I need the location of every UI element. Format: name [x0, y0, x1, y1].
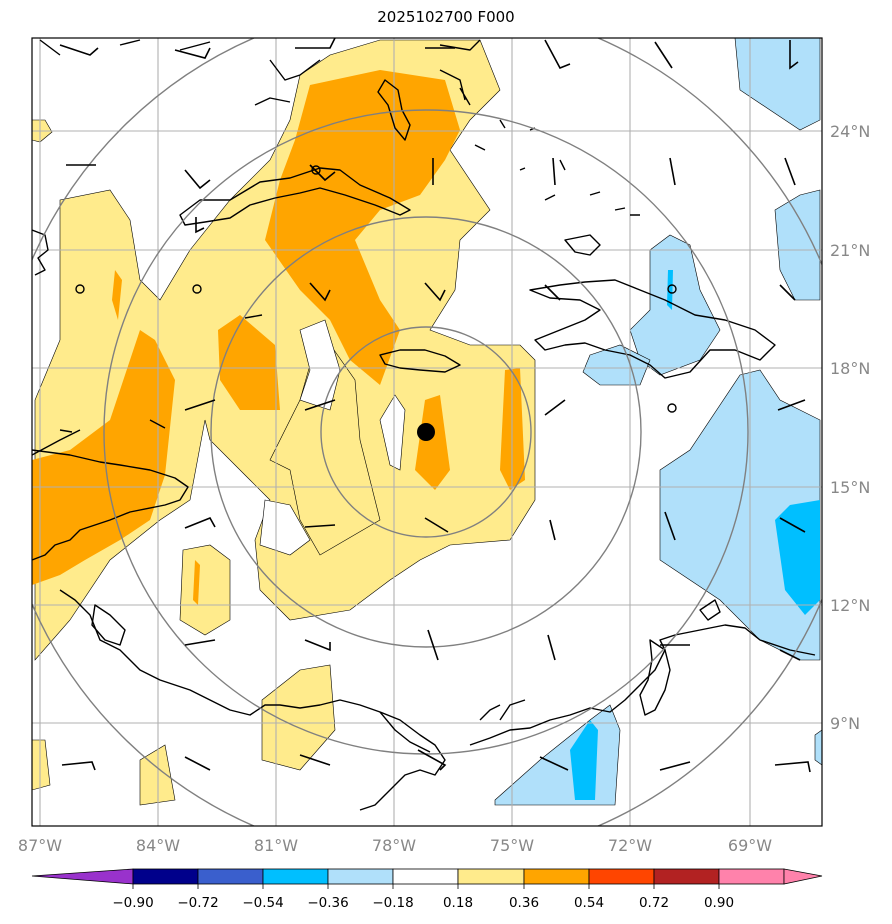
colorbar-bin — [718, 868, 785, 885]
colorbar-tick-label: −0.36 — [307, 895, 348, 911]
colorbar — [31, 868, 823, 885]
colorbar-bin — [197, 868, 264, 885]
colorbar-bin — [457, 868, 525, 885]
lat-label: 21°N — [830, 241, 870, 260]
lon-label: 81°W — [254, 836, 298, 855]
colorbar-bin — [132, 868, 199, 885]
colorbar-tick-label: 0.72 — [639, 895, 669, 911]
colorbar-tick-label: 0.54 — [574, 895, 604, 911]
colorbar-tick-label: −0.72 — [177, 895, 218, 911]
calm-wind-markers — [75, 165, 677, 413]
longitude-labels: 87°W 84°W 81°W 78°W 75°W 72°W 69°W — [18, 836, 772, 855]
positive-anomaly-medium — [32, 70, 525, 605]
storm-center-marker — [417, 423, 435, 441]
colorbar-tick-label: −0.54 — [242, 895, 283, 911]
colorbar-bin — [327, 868, 394, 885]
lon-label: 84°W — [136, 836, 180, 855]
wind-barbs — [59, 38, 811, 773]
latitude-labels: 24°N 21°N 18°N 15°N 12°N 9°N — [830, 122, 870, 733]
colorbar-bin — [523, 868, 590, 885]
lon-label: 75°W — [490, 836, 534, 855]
map-frame — [31, 37, 823, 827]
colorbar-bin — [262, 868, 329, 885]
lon-label: 78°W — [372, 836, 416, 855]
positive-anomaly-holes — [259, 319, 406, 556]
colorbar-tick-label: 0.36 — [509, 895, 539, 911]
colorbar-tick-label: −0.90 — [112, 895, 153, 911]
lat-label: 24°N — [830, 122, 870, 141]
lon-label: 69°W — [728, 836, 772, 855]
lat-label: 12°N — [830, 596, 870, 615]
lat-label: 15°N — [830, 478, 870, 497]
colorbar-over — [783, 868, 823, 885]
colorbar-bin — [392, 868, 459, 885]
colorbar-under — [31, 868, 134, 885]
colorbar-tick-label: −0.18 — [372, 895, 413, 911]
lon-label: 72°W — [608, 836, 652, 855]
lon-label: 87°W — [18, 836, 62, 855]
colorbar-tick-marks — [132, 884, 720, 889]
colorbar-tick-labels: −0.90 −0.72 −0.54 −0.36 −0.18 0.18 0.36 … — [112, 895, 734, 911]
colorbar-tick-label: 0.18 — [443, 895, 473, 911]
map-panel — [32, 38, 822, 826]
lat-label: 18°N — [830, 359, 870, 378]
colorbar-bin — [653, 868, 720, 885]
colorbar-tick-label: 0.90 — [704, 895, 734, 911]
negative-anomaly-medium — [570, 270, 820, 800]
colorbar-bin — [588, 868, 655, 885]
coastlines — [32, 39, 816, 811]
negative-anomaly-light — [494, 38, 822, 806]
lat-lon-grid — [32, 38, 822, 826]
lat-label: 9°N — [830, 714, 860, 733]
map-title: 2025102700 F000 — [377, 8, 515, 26]
